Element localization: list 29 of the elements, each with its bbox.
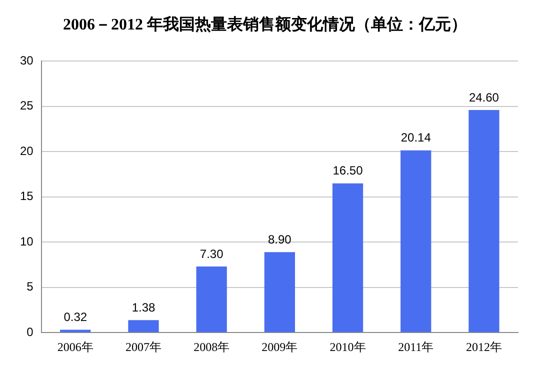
bar [332,183,364,332]
y-tick-label: 20 [20,144,34,158]
bar [468,110,500,332]
data-label: 7.30 [200,246,224,261]
bar [264,252,295,332]
y-tick-label: 30 [20,54,34,68]
data-label: 24.60 [468,90,500,104]
data-label: 16.50 [332,164,364,178]
x-tick-label: 2006年 [57,340,94,354]
x-tick-label: 2009年 [262,340,298,354]
y-tick-label: 10 [20,234,34,248]
data-label: 0.32 [64,310,88,324]
bar [128,320,159,332]
data-label: 1.38 [132,300,156,314]
y-tick-label: 25 [20,98,34,113]
y-tick-label: 15 [20,189,34,204]
x-tick-label: 2011年 [398,340,434,354]
bar [196,266,227,332]
y-tick-label: 5 [26,280,34,294]
x-tick-label: 2010年 [330,340,366,354]
bar [400,150,432,332]
x-tick-label: 2008年 [194,340,230,354]
data-label: 20.14 [400,130,432,145]
chart-title: 2006－2012 年我国热量表销售额变化情况（单位：亿元） [63,16,467,34]
data-label: 8.90 [268,232,292,246]
y-tick-label: 0 [26,324,34,339]
x-tick-label: 2007年 [125,340,162,354]
x-tick-label: 2012年 [466,340,502,354]
bar [60,330,91,332]
